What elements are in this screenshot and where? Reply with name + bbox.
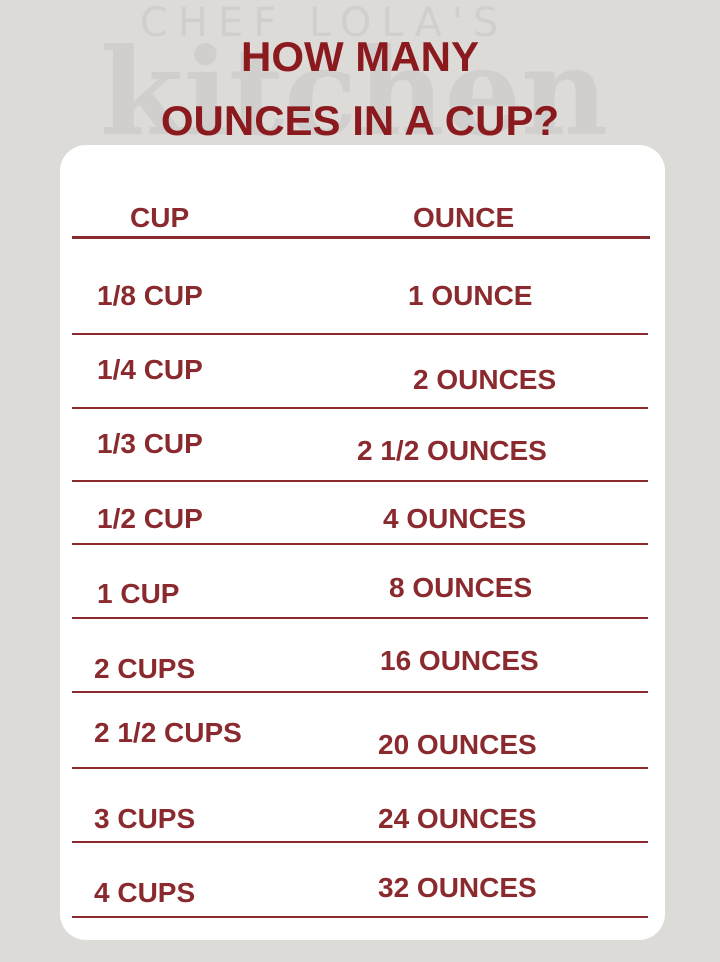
ounce-cell: 8 OUNCES xyxy=(389,572,533,603)
conversion-card xyxy=(60,145,665,940)
cup-cell: 1/8 CUP xyxy=(97,280,203,311)
row-divider xyxy=(72,543,648,545)
header-divider xyxy=(72,236,650,239)
cup-cell: 2 1/2 CUPS xyxy=(94,717,242,748)
cup-cell: 4 CUPS xyxy=(94,877,196,908)
row-divider xyxy=(72,841,648,843)
row-divider xyxy=(72,480,648,482)
ounce-cell: 20 OUNCES xyxy=(378,729,537,760)
ounce-cell: 16 OUNCES xyxy=(380,645,539,676)
row-divider xyxy=(72,617,648,619)
header-cup: CUP xyxy=(130,202,190,233)
row-divider xyxy=(72,407,648,409)
cup-cell: 1/3 CUP xyxy=(97,428,203,459)
row-divider xyxy=(72,333,648,335)
title-line-2: OUNCES IN A CUP? xyxy=(160,97,560,144)
ounce-cell: 1 OUNCE xyxy=(408,280,533,311)
row-divider xyxy=(72,916,648,918)
cup-cell: 1 CUP xyxy=(97,578,180,609)
cup-cell: 1/2 CUP xyxy=(97,503,203,534)
ounce-cell: 32 OUNCES xyxy=(378,872,537,903)
ounce-cell: 2 OUNCES xyxy=(413,364,557,395)
ounce-cell: 24 OUNCES xyxy=(378,803,537,834)
title-line-1: HOW MANY xyxy=(241,33,479,80)
row-divider xyxy=(72,691,648,693)
cup-cell: 3 CUPS xyxy=(94,803,196,834)
cup-cell: 1/4 CUP xyxy=(97,354,203,385)
row-divider xyxy=(72,767,648,769)
header-ounce: OUNCE xyxy=(413,202,515,233)
cup-cell: 2 CUPS xyxy=(94,653,196,684)
ounce-cell: 4 OUNCES xyxy=(383,503,527,534)
ounce-cell: 2 1/2 OUNCES xyxy=(357,435,547,466)
